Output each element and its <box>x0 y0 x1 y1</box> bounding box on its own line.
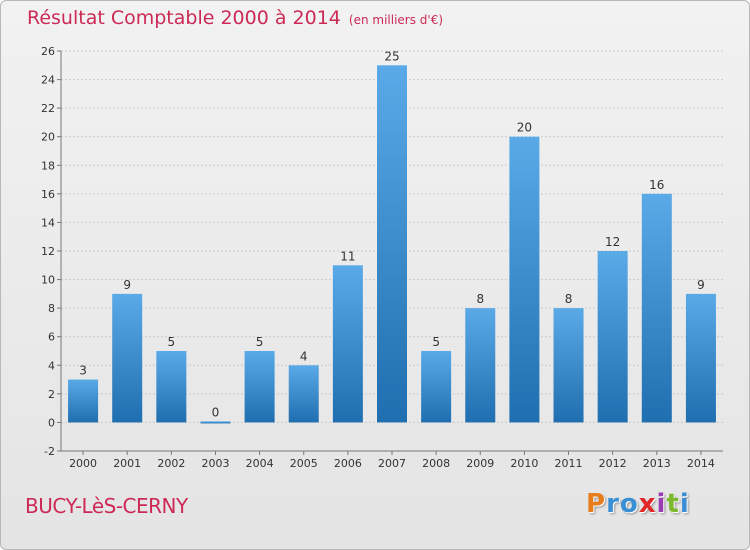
x-tick-label-2004: 2004 <box>246 457 274 470</box>
bar-2000 <box>68 379 99 423</box>
bar-2009 <box>465 308 496 423</box>
x-tick-label-2005: 2005 <box>290 457 318 470</box>
bar-2002 <box>156 351 187 423</box>
data-label-2000: 3 <box>79 364 87 378</box>
data-label-2002: 5 <box>168 335 176 349</box>
y-tick-label: 14 <box>41 216 55 229</box>
bar-2006 <box>332 265 363 423</box>
x-tick-label-2013: 2013 <box>643 457 671 470</box>
x-tick-label-2014: 2014 <box>687 457 715 470</box>
y-tick-label: 24 <box>41 74 55 87</box>
y-tick-label: 2 <box>48 388 55 401</box>
logo-letter: r <box>606 489 620 519</box>
y-tick-label: 8 <box>48 302 55 315</box>
bar-2011 <box>553 308 584 423</box>
y-tick-label: 22 <box>41 102 55 115</box>
logo-letter: i <box>656 489 667 519</box>
bar-2005 <box>288 365 319 423</box>
data-label-2012: 12 <box>605 235 620 249</box>
x-tick-label-2006: 2006 <box>334 457 362 470</box>
y-tick-label: 26 <box>41 45 55 58</box>
data-label-2004: 5 <box>256 335 264 349</box>
bar-2013 <box>641 193 672 423</box>
y-tick-label: -2 <box>44 445 55 458</box>
bar-2010 <box>509 136 540 423</box>
logo-letter: P <box>586 489 607 519</box>
data-label-2003: 0 <box>212 405 220 419</box>
bar-2007 <box>377 65 407 423</box>
proxiti-logo[interactable]: Proxiti <box>586 489 690 519</box>
x-tick-label-2000: 2000 <box>69 457 97 470</box>
data-label-2006: 11 <box>340 249 355 263</box>
y-tick-label: 0 <box>48 416 55 429</box>
y-tick-label: 18 <box>41 159 55 172</box>
data-label-2011: 8 <box>565 292 573 306</box>
bar-2014 <box>685 293 716 423</box>
x-tick-label-2007: 2007 <box>378 457 406 470</box>
x-tick-label-2009: 2009 <box>466 457 494 470</box>
y-tick-label: 6 <box>48 331 55 344</box>
data-label-2010: 20 <box>517 121 532 135</box>
logo-letter: t <box>666 489 680 519</box>
x-tick-label-2002: 2002 <box>157 457 185 470</box>
logo-letter: i <box>679 489 690 519</box>
x-tick-label-2010: 2010 <box>510 457 538 470</box>
y-tick-label: 20 <box>41 131 55 144</box>
data-label-2014: 9 <box>697 278 705 292</box>
y-tick-label: 4 <box>48 359 55 372</box>
bar-2001 <box>112 293 143 423</box>
y-tick-label: 10 <box>41 274 55 287</box>
bar-2004 <box>244 351 275 423</box>
bar-2008 <box>421 351 452 423</box>
data-label-2013: 16 <box>649 178 664 192</box>
data-label-2009: 8 <box>476 292 484 306</box>
data-label-2007: 25 <box>384 49 399 63</box>
y-tick-label: 12 <box>41 245 55 258</box>
x-tick-label-2001: 2001 <box>113 457 141 470</box>
data-label-2008: 5 <box>432 335 440 349</box>
logo-letter: o <box>619 489 639 519</box>
logo-letter: x <box>638 489 657 519</box>
y-tick-label: 16 <box>41 188 55 201</box>
x-tick-label-2012: 2012 <box>599 457 627 470</box>
bar-2003 <box>200 421 231 424</box>
data-label-2001: 9 <box>123 278 131 292</box>
commune-name: BUCY-LèS-CERNY <box>25 494 188 518</box>
data-label-2005: 4 <box>300 349 308 363</box>
chart-title: Résultat Comptable 2000 à 2014 (en millie… <box>27 7 443 29</box>
x-tick-label-2008: 2008 <box>422 457 450 470</box>
chart-subtitle: (en milliers d'€) <box>348 13 444 27</box>
x-tick-label-2011: 2011 <box>555 457 583 470</box>
x-tick-label-2003: 2003 <box>201 457 229 470</box>
bar-2012 <box>597 251 628 423</box>
chart-title-text: Résultat Comptable 2000 à 2014 <box>27 7 341 29</box>
